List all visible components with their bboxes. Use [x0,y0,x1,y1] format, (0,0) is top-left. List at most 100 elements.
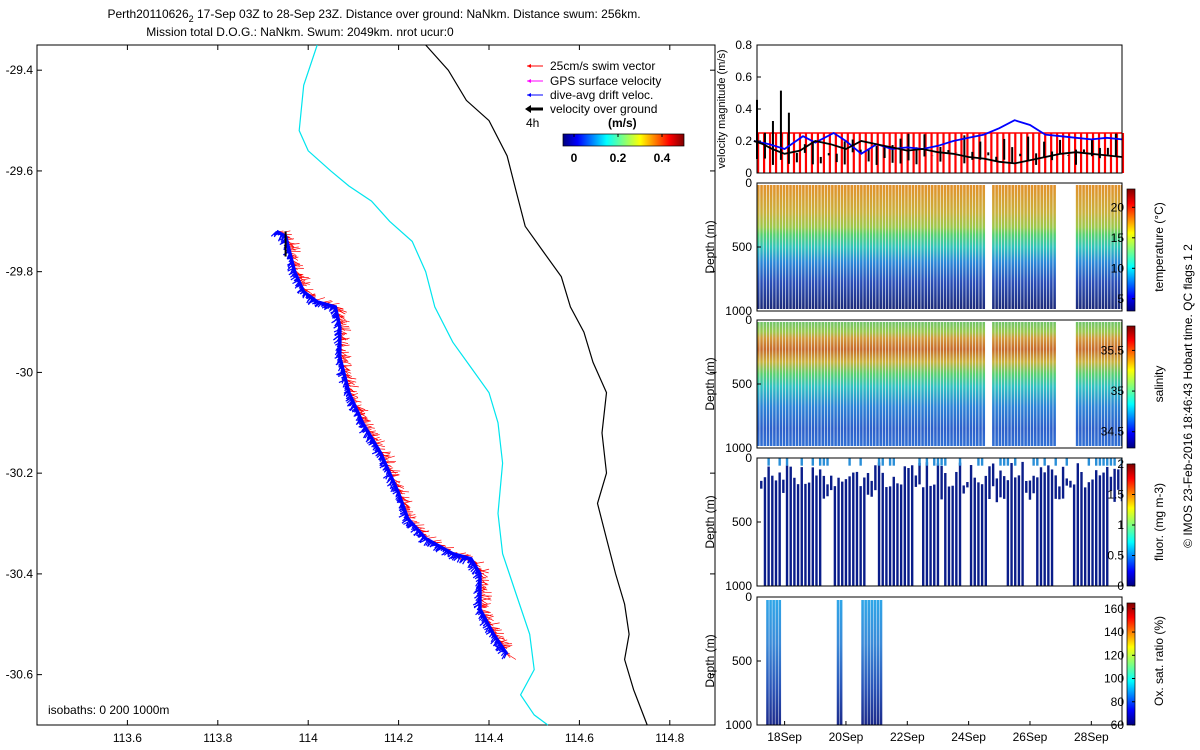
colorbar-unit-label: (m/s) [608,116,637,130]
map-x-tick-label: 113.6 [113,731,142,745]
temperature-profile [776,185,779,309]
temperature-profile [966,185,969,309]
fluor-profile [1006,480,1010,586]
salinity-profile [811,322,815,446]
temperature-profile [963,185,966,309]
salinity-profile [966,322,969,446]
salinity-profile [956,322,960,446]
salinity-profile [995,322,998,446]
salinity-profile [792,322,796,446]
fluor-profile [1032,475,1035,494]
swim-speed-bar [1020,133,1023,173]
fluor-surface-dot [980,458,984,466]
swim-speed-bar [1103,133,1107,173]
temperature-profile [992,185,995,309]
fluor-surface-dot [1036,458,1039,466]
fluorescence-colorbar-tick-label: 2 [1117,457,1124,471]
temperature-profile [789,185,792,309]
panel-velocity-magnitude: 0 0.2 0.4 0.6 0.8 velocity magnitude (m/s) [716,38,1125,180]
salinity-profile [1046,322,1050,446]
oxygen-axes-box [756,596,1123,726]
fluor-surface-dot [826,458,829,466]
oxygen-y-tick-label: 0 [745,590,752,604]
swim-speed-bar [1091,133,1095,173]
panel-fluorescence: 0 500 1000 Depth (m) 0 0.5 1 1.5 2 fluor. (mg m-3… [703,451,1166,593]
oxygen-colorbar [1126,602,1136,726]
temperature-profile [1043,185,1047,309]
fluor-profile [958,462,962,586]
salinity-profile [1111,322,1114,446]
temperature-profile [795,185,799,309]
fluor-surface-dot [1098,458,1102,466]
salinity-profile [901,322,905,446]
salinity-profile [905,322,908,446]
fluor-profile [778,472,781,586]
oxygen-profile [769,600,772,725]
temperature-profile [930,185,934,309]
swim-speed-bar [774,133,778,173]
map-y-tick-label: -30.2 [6,466,34,480]
temperature-profile [850,185,853,309]
oxygen-profile [772,600,775,725]
temperature-profile [1004,185,1008,309]
swim-speed-bar [918,133,921,173]
salinity-profile [979,322,982,446]
fluor-surface-dot [818,458,822,466]
swim-speed-bar [1038,133,1041,173]
map-x-tick-label: 114.4 [474,731,503,745]
salinity-colorbar-label: salinity [1152,366,1166,403]
temperature-profile [1088,185,1092,309]
salinity-profile [860,322,863,446]
swim-speed-bar [1121,133,1125,173]
salinity-profile [818,322,821,446]
salinity-profile [889,322,892,446]
swim-speed-bar [876,133,879,173]
map-y-tick-label: -30 [16,365,34,379]
temperature-profile [1030,185,1034,309]
fluorescence-profiles [760,458,1122,586]
fluor-surface-dot [888,458,892,466]
oxygen-profile [766,600,769,725]
temperature-profile [808,185,812,309]
drift-speed-line [753,119,1123,155]
fluor-profile [1028,480,1032,500]
salinity-profile [882,322,886,446]
fluor-profile [774,480,778,586]
oxygen-colorbar-tick-label: 140 [1104,625,1124,639]
swim-vector [298,277,311,281]
salinity-profile [1088,322,1092,446]
date-tick-label: 26Sep [1013,730,1048,744]
fluor-surface-dot [944,458,947,466]
fluor-profile [1014,477,1017,586]
fluor-profile [881,472,884,586]
temperature-profile [821,185,825,309]
temperature-profile [1050,185,1053,309]
oxygen-profile [879,600,883,725]
swim-speed-bar [852,133,855,173]
salinity-profile [918,322,921,446]
fluor-profile [1043,472,1046,586]
swim-vector [479,603,491,606]
map-x-tick-label: 114.8 [655,731,684,745]
salinity-profile [959,322,963,446]
map-x-tick-label: 114 [299,731,318,745]
salinity-profile [972,322,976,446]
temperature-profile [837,185,841,309]
salinity-profile [1037,322,1040,446]
temperature-profile [1095,185,1098,309]
speed-colorbar-tick-label: 0.2 [610,151,627,165]
salinity-profile [1001,322,1005,446]
salinity-profile [856,322,860,446]
temperature-profile [818,185,821,309]
swim-speed-bar [972,133,975,173]
date-tick-label: 28Sep [1074,730,1109,744]
swim-speed-bar [1044,133,1047,173]
date-tick-label: 18Sep [767,730,802,744]
fluor-profile [995,478,999,503]
speed-colorbar-tick-label: 0 [571,151,578,165]
salinity-profile [1104,322,1108,446]
salinity-profile [937,322,940,446]
salinity-profile [976,322,979,446]
fluor-profile [951,485,954,586]
salinity-profile [1011,322,1015,446]
